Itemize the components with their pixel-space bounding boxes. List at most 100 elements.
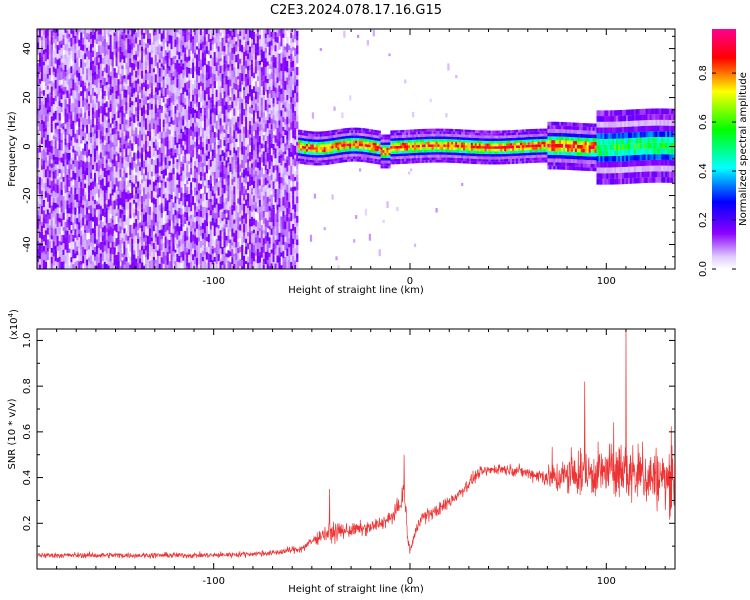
- spectrogram-cell: [119, 180, 122, 190]
- spectrogram-cell: [233, 247, 236, 254]
- spectrogram-cell: [95, 145, 99, 151]
- spectrogram-cell: [233, 100, 236, 109]
- spectrogram-cell: [86, 207, 89, 215]
- spectrogram-cell: [268, 195, 271, 199]
- spectrogram-cell: [211, 264, 214, 269]
- spectrogram-cell: [176, 87, 179, 97]
- spectrogram-cell: [252, 157, 256, 162]
- spectrogram-cell: [274, 51, 277, 58]
- spectrogram-cell: [84, 97, 87, 106]
- spectrogram-cell: [82, 200, 85, 205]
- spectrogram-cell: [117, 181, 120, 188]
- spectrogram-cell: [158, 147, 161, 155]
- spectrogram-cell: [223, 264, 226, 269]
- spectrogram-cell: [129, 34, 132, 40]
- spectrogram-cell: [231, 63, 234, 71]
- spectrogram-cell: [288, 264, 291, 269]
- spectrogram-cell: [48, 68, 52, 75]
- spectrogram-cell: [141, 51, 144, 57]
- spectrogram-cell: [227, 157, 230, 163]
- spectrogram-cell: [139, 162, 142, 167]
- spectrogram-cell: [194, 202, 197, 211]
- spectrogram-cell: [229, 139, 232, 144]
- spectrogram-cell: [190, 238, 193, 243]
- spectrogram-cell: [211, 195, 214, 200]
- spectrogram-cell: [66, 64, 69, 70]
- spectrogram-cell: [166, 239, 169, 244]
- spectrogram-cell: [243, 39, 246, 47]
- spectrogram-cell: [243, 115, 246, 121]
- spectrogram-cell: [168, 149, 171, 156]
- spectrogram-cell: [225, 160, 228, 168]
- spectrogram-cell: [178, 37, 181, 44]
- spectrogram-cell: [282, 57, 285, 67]
- spectrogram-cell: [156, 68, 160, 74]
- spectrogram-cell: [56, 73, 59, 83]
- spectrogram-cell: [154, 128, 158, 136]
- spectrogram-cell: [286, 156, 289, 161]
- spectrogram-cell: [109, 162, 112, 168]
- spectrogram-cell: [258, 199, 262, 207]
- spectrogram-cell: [146, 126, 150, 131]
- spectrogram-cell: [131, 261, 134, 269]
- spectrogram-cell: [197, 216, 201, 225]
- spectrogram-cell: [109, 34, 112, 42]
- spectrogram-cell: [131, 206, 134, 210]
- spectrogram-cell: [207, 60, 211, 66]
- spectrogram-cell: [84, 105, 87, 113]
- spectrogram-cell: [245, 238, 248, 244]
- spectrogram-cell: [274, 188, 277, 194]
- spectrogram-cell: [262, 140, 266, 145]
- spectrogram-cell: [170, 180, 173, 188]
- spectrogram-cell: [40, 221, 44, 226]
- spectrogram-cell: [266, 128, 269, 136]
- spectrogram-cell: [72, 241, 75, 250]
- spectrogram-cell: [276, 210, 279, 219]
- spectrogram-cell: [207, 100, 211, 109]
- spectrogram-cell: [88, 205, 91, 210]
- spectrogram-cell: [245, 132, 248, 138]
- spectrogram-cell: [103, 163, 106, 169]
- spectrogram-cell: [247, 223, 250, 232]
- spectrogram-cell: [38, 118, 42, 123]
- spectrogram-cell: [44, 245, 48, 251]
- spectrogram-cell: [156, 250, 160, 256]
- spectrogram-cell: [72, 64, 75, 70]
- spectrogram-cell: [129, 58, 132, 68]
- spectrogram-cell: [284, 167, 287, 175]
- spectrogram-cell: [172, 71, 175, 77]
- spectrogram-cell: [205, 230, 209, 237]
- spectrogram-cell: [237, 173, 240, 178]
- spectrogram-cell: [82, 29, 85, 31]
- spectrogram-cell: [280, 88, 283, 95]
- spectrogram-cell: [44, 261, 48, 269]
- spectrogram-cell: [74, 90, 77, 99]
- spectrogram-cell: [192, 131, 195, 140]
- spectrogram-cell: [211, 93, 214, 100]
- spectrogram-cell: [62, 54, 65, 63]
- spectrogram-cell: [37, 108, 40, 115]
- spectrogram-cell: [227, 29, 230, 35]
- spectrogram-cell: [115, 223, 118, 233]
- spectrogram-cell: [52, 104, 55, 113]
- spectrogram-cell: [80, 213, 83, 220]
- spectrogram-cell: [247, 129, 250, 138]
- spectrogram-cell: [229, 104, 232, 111]
- spectrogram-cell: [241, 116, 244, 125]
- spectrogram-cell: [76, 202, 79, 208]
- spectrogram-cell: [278, 109, 281, 114]
- spectrogram-cell: [107, 118, 110, 123]
- spectrogram-cell: [260, 224, 264, 231]
- spectrogram-cell: [117, 222, 120, 232]
- spectrogram-cell: [50, 177, 53, 181]
- spectrogram-cell: [143, 139, 146, 145]
- spectrogram-cell: [223, 136, 226, 140]
- spectrogram-cell: [166, 55, 169, 64]
- spectrogram-cell: [82, 44, 85, 51]
- spectrogram-cell: [250, 69, 254, 77]
- spectrogram-cell: [272, 29, 275, 32]
- spectrogram-cell: [192, 89, 195, 95]
- spectrogram-cell: [139, 241, 142, 250]
- spectrogram-cell: [254, 115, 258, 122]
- spectrogram-cell: [115, 254, 118, 259]
